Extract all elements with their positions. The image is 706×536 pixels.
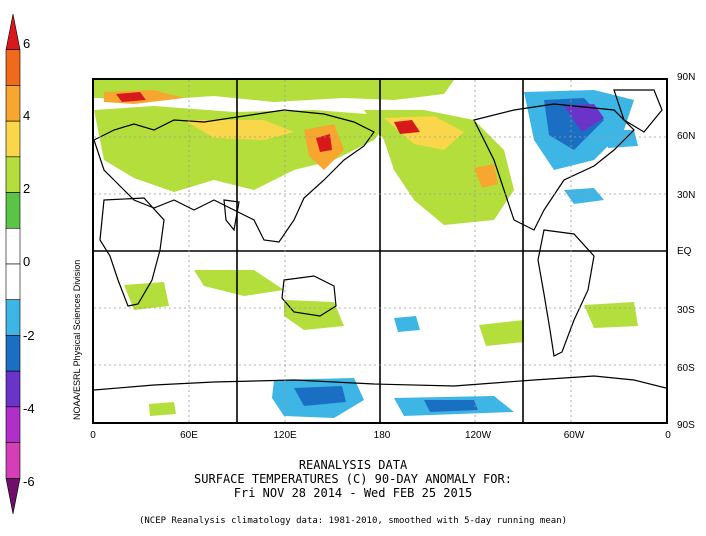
lat-label: 90S [677, 420, 695, 431]
lon-label: 180 [373, 430, 391, 441]
anomaly-region [94, 106, 394, 192]
colorbar-labels: 6 4 2 0 -2 -4 -6 [0, 0, 60, 536]
anomaly-region [604, 130, 638, 148]
coastline [473, 103, 635, 231]
anomaly-map [92, 78, 668, 424]
anomaly-region [424, 400, 478, 412]
colorbar-label: -2 [23, 328, 35, 343]
lat-label: EQ [677, 246, 692, 257]
lat-label: 30N [677, 190, 696, 201]
lon-label: 120W [464, 430, 492, 441]
coastline [537, 229, 595, 357]
anomaly-region [564, 104, 604, 132]
title-line-1: REANALYSIS DATA [298, 458, 408, 472]
lat-label: 90N [677, 72, 696, 83]
coastline [223, 199, 240, 232]
anomaly-shading [94, 80, 638, 418]
lon-label: 60E [180, 430, 198, 441]
colorbar-label: 6 [23, 36, 31, 51]
anomaly-region [94, 80, 454, 102]
anomaly-region [184, 120, 294, 140]
colorbar-label: 4 [23, 108, 31, 123]
minor-grid [94, 80, 666, 422]
coastline [613, 89, 663, 133]
coastlines [94, 89, 666, 391]
anomaly-region [479, 320, 524, 346]
anomaly-region [194, 270, 284, 296]
anomaly-region [394, 316, 420, 332]
lat-label: 60N [677, 131, 696, 142]
lat-label: 30S [677, 305, 695, 316]
colorbar-label: 2 [23, 181, 31, 196]
anomaly-region [149, 402, 176, 416]
lon-label: 60W [563, 430, 585, 441]
title-line-3: Fri NOV 28 2014 - Wed FEB 25 2015 [233, 486, 473, 500]
coastline [281, 275, 337, 317]
lat-label: 60S [677, 363, 695, 374]
colorbar-segment [5, 477, 21, 515]
side-credit: NOAA/ESRL Physical Sciences Division [72, 259, 82, 420]
footnote: (NCEP Reanalysis climatology data: 1981-… [138, 516, 568, 526]
anomaly-region [394, 120, 420, 134]
anomaly-region [116, 92, 146, 102]
title-line-2: SURFACE TEMPERATURES (C) 90-DAY ANOMALY … [194, 472, 512, 486]
map-svg [94, 80, 666, 422]
anomaly-region [584, 302, 638, 328]
colorbar-label: -6 [23, 474, 35, 489]
anomaly-region [294, 386, 346, 406]
anomaly-region [364, 110, 514, 225]
lon-label: 120E [273, 430, 297, 441]
anomaly-region [316, 134, 332, 152]
colorbar-label: 0 [23, 254, 31, 269]
anomaly-region [124, 282, 169, 310]
anomaly-region [564, 188, 604, 204]
coastline [94, 375, 666, 391]
anomaly-region [474, 164, 498, 188]
colorbar [5, 13, 21, 515]
lon-label: 0 [90, 430, 96, 441]
coastline [94, 109, 375, 243]
colorbar-label: -4 [23, 401, 35, 416]
lon-label: 0 [665, 430, 671, 441]
